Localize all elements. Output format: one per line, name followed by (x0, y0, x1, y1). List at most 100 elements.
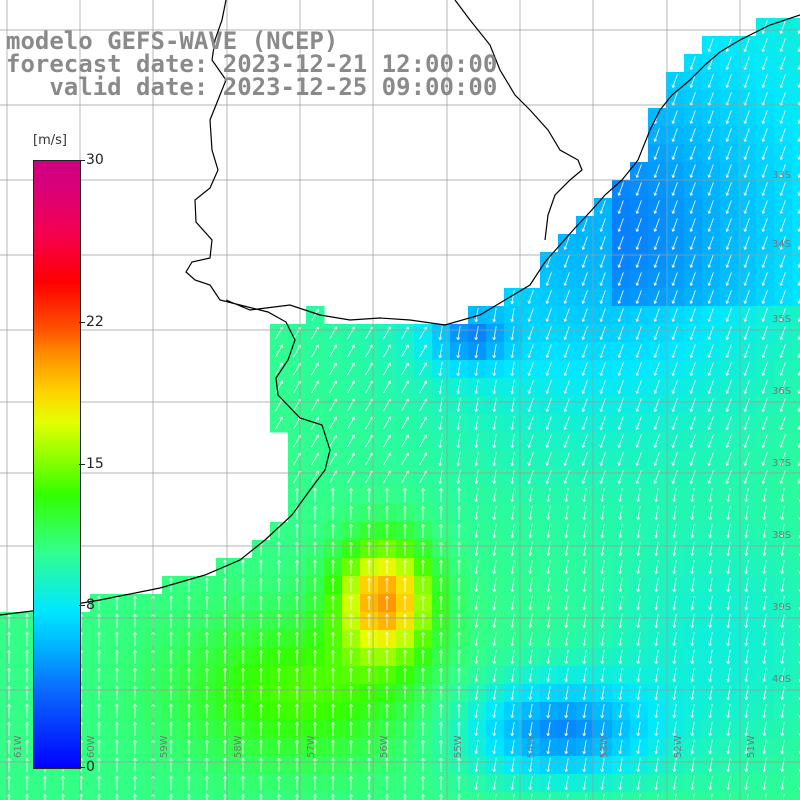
wind-arrow (726, 506, 731, 521)
wind-arrow (528, 488, 533, 503)
wind-arrow (474, 758, 479, 773)
wind-arrow (725, 470, 732, 484)
wind-arrow (367, 631, 371, 646)
wind-arrow (726, 488, 731, 503)
field-cell (792, 612, 800, 631)
wind-arrow (689, 182, 696, 196)
wind-arrow (438, 470, 443, 485)
wind-arrow (780, 650, 785, 665)
wind-arrow (654, 776, 659, 791)
wind-arrow (7, 667, 11, 682)
wind-arrow (528, 596, 533, 611)
wind-arrow (97, 703, 101, 718)
wind-arrow (635, 272, 642, 286)
wind-arrow (563, 344, 570, 358)
map-title-block: modelo GEFS-WAVE (NCEP) forecast date: 2… (6, 29, 497, 99)
wind-arrow (617, 308, 624, 322)
wind-arrow (25, 649, 29, 664)
wind-arrow (365, 344, 373, 358)
wind-arrow (546, 758, 551, 773)
latitude-labels: 33S 34S 35S 36S 37S 38S 39S 40S (772, 170, 791, 685)
wind-arrow (671, 344, 678, 358)
wind-arrow (743, 398, 750, 412)
wind-arrow (403, 577, 407, 592)
wind-arrow (779, 380, 786, 394)
longitude-label: 58W (233, 735, 244, 758)
wind-arrow (7, 685, 11, 700)
wind-arrow (779, 254, 786, 268)
wind-arrow (545, 434, 552, 448)
wind-arrow (636, 614, 641, 629)
wind-arrow (474, 380, 479, 395)
wind-arrow (474, 506, 479, 521)
wind-arrow (241, 613, 245, 628)
wind-arrow (223, 595, 227, 610)
wind-arrow (25, 667, 29, 682)
wind-arrow (564, 686, 569, 701)
wind-arrow (439, 685, 443, 700)
wind-arrow (259, 631, 263, 646)
wind-arrow (527, 416, 534, 430)
wind-arrow (385, 793, 389, 800)
wind-arrow (744, 632, 749, 647)
wind-arrow (707, 38, 714, 52)
wind-arrow (671, 452, 678, 466)
wind-arrow (671, 110, 678, 124)
wind-arrow (530, 794, 533, 800)
wind-arrow (744, 686, 749, 701)
wind-arrow (707, 362, 714, 376)
wind-arrow (653, 344, 660, 358)
wind-arrow (347, 416, 355, 430)
wind-arrow (241, 667, 245, 682)
wind-arrow (295, 559, 299, 574)
wind-arrow (492, 668, 497, 683)
wind-arrow (25, 775, 29, 790)
wind-arrow (241, 739, 245, 754)
field-cell (792, 36, 800, 55)
longitude-label: 61W (13, 735, 24, 758)
wind-arrow (295, 775, 299, 790)
wind-arrow (743, 254, 750, 268)
wind-arrow (618, 686, 623, 701)
wind-arrow (672, 614, 677, 629)
wind-arrow (599, 290, 606, 304)
wind-arrow (403, 613, 407, 628)
wind-arrow (403, 739, 407, 754)
field-cell (792, 666, 800, 685)
field-cell (792, 198, 800, 217)
wind-arrow (761, 326, 768, 340)
wind-arrow (707, 128, 714, 142)
wind-arrow (689, 416, 696, 430)
wind-arrow (546, 704, 551, 719)
wind-arrow (205, 721, 209, 736)
wind-arrow (744, 722, 749, 737)
wind-arrow (367, 523, 371, 538)
wind-arrow (672, 578, 677, 593)
wind-arrow (510, 614, 515, 629)
wind-arrow (600, 776, 605, 791)
wind-arrow (367, 685, 371, 700)
wind-arrow (744, 776, 749, 791)
wind-arrow (97, 721, 101, 736)
wind-arrow (492, 650, 497, 665)
wind-arrow (636, 740, 641, 755)
wind-arrow (779, 290, 786, 304)
wind-arrow (617, 344, 624, 358)
wind-arrow (259, 703, 263, 718)
field-cell (792, 504, 800, 523)
wind-arrow (510, 722, 515, 737)
wind-arrow (510, 380, 515, 395)
wind-arrow (457, 775, 461, 790)
wind-arrow (474, 740, 479, 755)
wind-arrow (385, 487, 389, 502)
wind-arrow (510, 578, 515, 593)
wind-arrow (707, 218, 714, 232)
wind-arrow (653, 452, 660, 466)
wind-arrow (635, 290, 642, 304)
wind-arrow (259, 613, 263, 628)
wind-arrow (725, 254, 732, 268)
wind-arrow (457, 487, 461, 502)
wind-arrow (743, 38, 750, 52)
latitude-label: 37S (772, 458, 791, 469)
wind-arrow (492, 470, 497, 485)
